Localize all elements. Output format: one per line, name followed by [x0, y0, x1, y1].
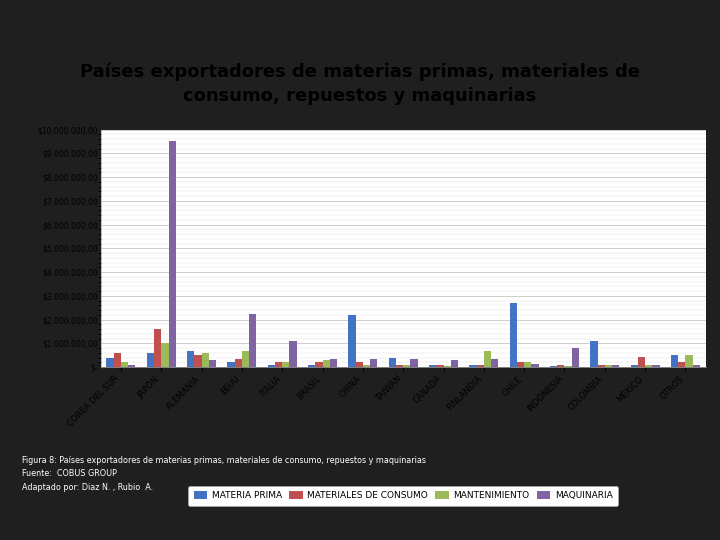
Bar	[693, 365, 700, 367]
Bar	[645, 365, 652, 367]
Bar	[484, 350, 491, 367]
Text: Países exportadores de materias primas, materiales de
consumo, repuestos y maqui: Países exportadores de materias primas, …	[80, 63, 640, 105]
Bar	[114, 353, 121, 367]
Bar	[187, 350, 194, 367]
Bar	[315, 362, 323, 367]
Bar	[396, 365, 403, 367]
Bar	[161, 343, 168, 367]
Bar	[550, 366, 557, 367]
Bar	[348, 315, 356, 367]
Bar	[671, 355, 678, 367]
Bar	[572, 348, 579, 367]
Bar	[685, 355, 693, 367]
Bar	[289, 341, 297, 367]
Bar	[194, 355, 202, 367]
Bar	[436, 365, 444, 367]
Bar	[638, 356, 645, 367]
Bar	[403, 365, 410, 367]
Bar	[631, 365, 638, 367]
Bar	[370, 359, 377, 367]
Bar	[477, 365, 484, 367]
Bar	[154, 329, 161, 367]
Bar	[517, 362, 524, 367]
Bar	[147, 353, 154, 367]
Bar	[235, 359, 242, 367]
Bar	[491, 359, 498, 367]
Bar	[308, 365, 315, 367]
Legend: MATERIA PRIMA, MATERIALES DE CONSUMO, MANTENIMIENTO, MAQUINARIA: MATERIA PRIMA, MATERIALES DE CONSUMO, MA…	[189, 486, 618, 505]
Bar	[605, 365, 612, 367]
Bar	[249, 314, 256, 367]
Bar	[678, 362, 685, 367]
Bar	[524, 362, 531, 367]
Bar	[202, 353, 209, 367]
Bar	[598, 365, 605, 367]
Bar	[469, 365, 477, 367]
Bar	[389, 357, 396, 367]
Bar	[363, 365, 370, 367]
Bar	[410, 359, 418, 367]
Bar	[557, 365, 564, 367]
Bar	[356, 362, 363, 367]
Bar	[107, 357, 114, 367]
Bar	[323, 360, 330, 367]
Bar	[275, 362, 282, 367]
Bar	[510, 303, 517, 367]
Bar	[168, 141, 176, 367]
Bar	[268, 365, 275, 367]
Bar	[228, 362, 235, 367]
Bar	[590, 341, 598, 367]
Bar	[121, 362, 128, 367]
Bar	[128, 365, 135, 367]
Bar	[612, 365, 619, 367]
Bar	[564, 366, 572, 367]
Bar	[209, 360, 216, 367]
Bar	[531, 363, 539, 367]
Bar	[242, 350, 249, 367]
Text: Figura 8: Países exportadores de materias primas, materiales de consumo, repuest: Figura 8: Países exportadores de materia…	[22, 456, 426, 492]
Bar	[652, 365, 660, 367]
Bar	[282, 362, 289, 367]
Bar	[330, 359, 337, 367]
Bar	[429, 365, 436, 367]
Bar	[444, 366, 451, 367]
Bar	[451, 360, 458, 367]
